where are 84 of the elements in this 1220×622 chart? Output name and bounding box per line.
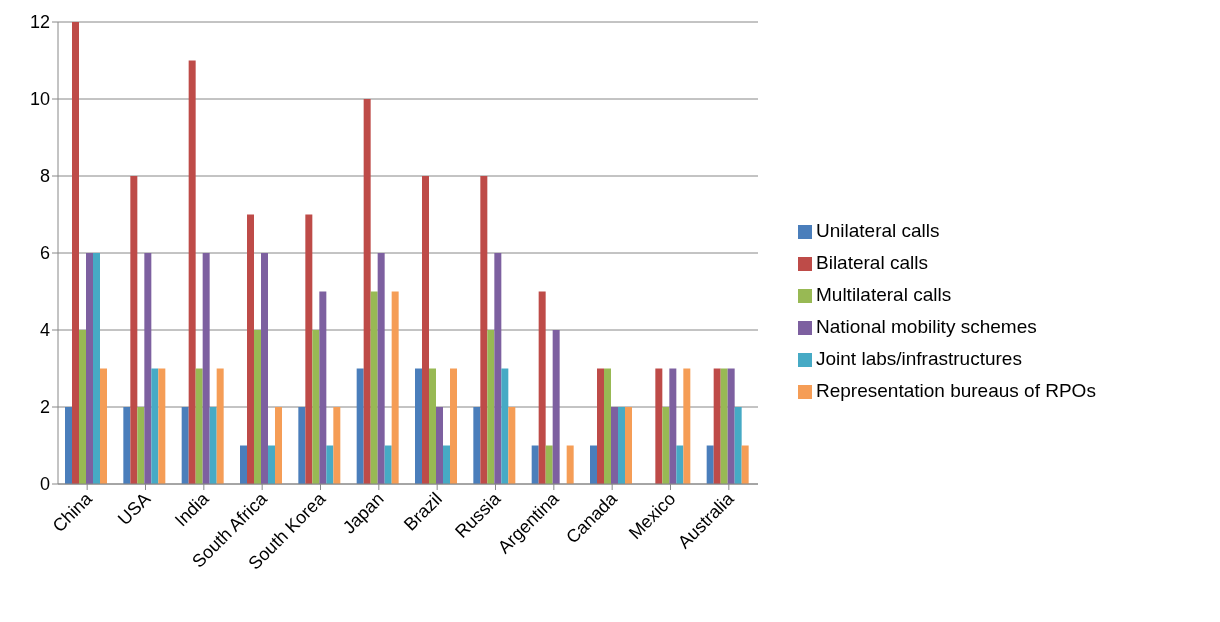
- bar: [79, 330, 86, 484]
- bar: [422, 176, 429, 484]
- bar: [275, 407, 282, 484]
- y-tick-label: 0: [39, 474, 50, 495]
- bar: [158, 368, 166, 484]
- bar: [319, 291, 327, 484]
- legend-label: Representation bureaus of RPOs: [816, 380, 1096, 401]
- bar: [391, 291, 399, 484]
- y-tick-label: 2: [39, 397, 50, 418]
- bar: [377, 253, 385, 484]
- legend-label: Multilateral calls: [816, 284, 952, 305]
- bar: [683, 368, 691, 484]
- bar: [552, 330, 560, 484]
- bar: [741, 445, 749, 484]
- legend-label: Bilateral calls: [816, 252, 928, 273]
- bar: [590, 445, 597, 484]
- bar: [706, 445, 714, 484]
- legend-label: Unilateral calls: [816, 220, 940, 241]
- y-tick-label: 4: [39, 320, 50, 341]
- bar: [487, 330, 495, 484]
- bar: [151, 368, 159, 484]
- bar: [734, 407, 742, 484]
- bar: [720, 368, 728, 484]
- bar: [655, 368, 663, 484]
- bar: [480, 176, 488, 484]
- bar: [181, 407, 189, 484]
- bar: [566, 445, 574, 484]
- bar: [305, 214, 313, 484]
- bar: [625, 407, 632, 484]
- bar: [363, 99, 371, 484]
- bar: [384, 445, 392, 484]
- bar: [72, 22, 79, 484]
- bar: [356, 368, 364, 484]
- bar: [130, 176, 138, 484]
- bar: [538, 291, 546, 484]
- bar: [531, 445, 539, 484]
- bar: [209, 407, 217, 484]
- bar: [450, 368, 457, 484]
- bar: [727, 368, 735, 484]
- bar: [216, 368, 224, 484]
- bar: [669, 368, 677, 484]
- bar: [240, 445, 247, 484]
- y-tick-label: 10: [29, 89, 50, 110]
- bar: [326, 445, 334, 484]
- bar: [100, 368, 107, 484]
- bar: [298, 407, 306, 484]
- y-tick-label: 12: [29, 12, 50, 33]
- bar: [195, 368, 203, 484]
- bar: [545, 445, 553, 484]
- bar: [65, 407, 72, 484]
- bar: [501, 368, 509, 484]
- bar: [676, 445, 684, 484]
- bar: [86, 253, 93, 484]
- bar: [713, 368, 721, 484]
- bar: [254, 330, 261, 484]
- bar: [268, 445, 275, 484]
- x-tick-label: USA: [114, 488, 155, 529]
- bar: [261, 253, 268, 484]
- bar: [443, 445, 450, 484]
- bar: [333, 407, 341, 484]
- bar: [494, 253, 502, 484]
- bar: [137, 407, 145, 484]
- y-tick-label: 8: [39, 166, 50, 187]
- bar: [473, 407, 481, 484]
- bar: [415, 368, 422, 484]
- bar: [429, 368, 436, 484]
- bar: [604, 368, 611, 484]
- bar: [597, 368, 604, 484]
- bar: [312, 330, 320, 484]
- bar: [436, 407, 443, 484]
- bar: [188, 60, 196, 484]
- y-tick-label: 6: [39, 243, 50, 264]
- legend-label: National mobility schemes: [816, 316, 1037, 337]
- bar: [123, 407, 131, 484]
- legend-label: Joint labs/infrastructures: [816, 348, 1022, 369]
- bar: [93, 253, 100, 484]
- bar: [144, 253, 152, 484]
- bar: [611, 407, 618, 484]
- bar: [508, 407, 516, 484]
- bar: [370, 291, 378, 484]
- bar: [202, 253, 210, 484]
- bar: [618, 407, 625, 484]
- bar: [662, 407, 670, 484]
- bar: [247, 214, 254, 484]
